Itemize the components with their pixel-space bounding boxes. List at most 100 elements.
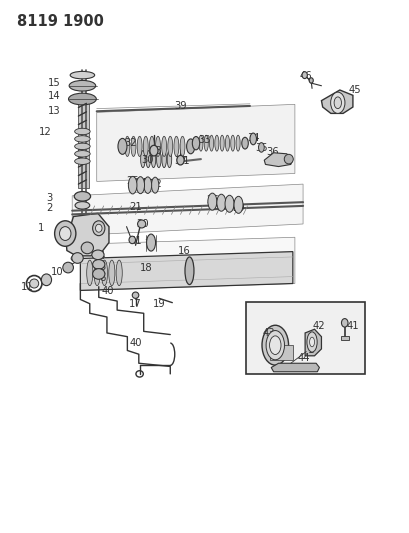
Ellipse shape bbox=[301, 71, 307, 78]
Polygon shape bbox=[321, 90, 352, 114]
Ellipse shape bbox=[92, 269, 105, 279]
Text: 29: 29 bbox=[231, 203, 244, 213]
Ellipse shape bbox=[74, 158, 90, 165]
Ellipse shape bbox=[186, 139, 194, 154]
Ellipse shape bbox=[176, 156, 184, 165]
Text: 28: 28 bbox=[223, 200, 236, 211]
Ellipse shape bbox=[151, 151, 155, 167]
Ellipse shape bbox=[41, 274, 52, 286]
Polygon shape bbox=[264, 153, 292, 166]
Ellipse shape bbox=[74, 128, 90, 135]
Ellipse shape bbox=[146, 151, 150, 167]
Ellipse shape bbox=[72, 253, 83, 263]
Polygon shape bbox=[66, 213, 109, 256]
Ellipse shape bbox=[207, 193, 216, 210]
Ellipse shape bbox=[29, 279, 38, 288]
Ellipse shape bbox=[155, 136, 160, 157]
Ellipse shape bbox=[94, 260, 100, 286]
Ellipse shape bbox=[118, 139, 127, 155]
Bar bbox=[245, 302, 364, 374]
Ellipse shape bbox=[309, 337, 314, 347]
Ellipse shape bbox=[209, 135, 213, 151]
Ellipse shape bbox=[198, 135, 202, 151]
Polygon shape bbox=[304, 329, 321, 356]
Ellipse shape bbox=[258, 143, 264, 152]
Ellipse shape bbox=[151, 177, 158, 193]
Text: 34: 34 bbox=[246, 133, 259, 143]
Ellipse shape bbox=[225, 135, 229, 151]
Text: 14: 14 bbox=[47, 91, 60, 101]
Text: 30: 30 bbox=[141, 155, 154, 165]
Text: 11: 11 bbox=[21, 282, 34, 292]
Text: 41: 41 bbox=[130, 236, 142, 246]
Text: 23: 23 bbox=[141, 179, 154, 189]
Ellipse shape bbox=[230, 135, 234, 151]
Ellipse shape bbox=[167, 136, 172, 157]
Ellipse shape bbox=[341, 319, 347, 327]
Bar bbox=[270, 345, 292, 360]
Text: 35: 35 bbox=[254, 143, 267, 154]
Ellipse shape bbox=[137, 220, 145, 228]
Text: 38: 38 bbox=[148, 146, 161, 156]
Text: 25: 25 bbox=[126, 176, 138, 187]
Text: 9: 9 bbox=[69, 256, 75, 266]
Ellipse shape bbox=[101, 260, 107, 286]
Text: 19: 19 bbox=[153, 298, 165, 309]
Ellipse shape bbox=[137, 136, 142, 157]
Text: 5: 5 bbox=[99, 262, 105, 271]
Text: 45: 45 bbox=[348, 85, 361, 95]
Ellipse shape bbox=[216, 194, 225, 211]
Text: 1: 1 bbox=[307, 345, 314, 356]
Ellipse shape bbox=[54, 221, 76, 246]
Ellipse shape bbox=[143, 136, 148, 157]
Text: 41: 41 bbox=[346, 321, 358, 331]
Ellipse shape bbox=[140, 151, 145, 167]
Text: 46: 46 bbox=[299, 71, 312, 81]
Text: 40: 40 bbox=[101, 286, 114, 296]
Ellipse shape bbox=[162, 151, 166, 167]
Ellipse shape bbox=[308, 78, 312, 83]
Text: 39: 39 bbox=[174, 101, 187, 111]
Text: 40: 40 bbox=[129, 338, 142, 348]
Text: 42: 42 bbox=[312, 321, 324, 331]
Ellipse shape bbox=[144, 177, 151, 193]
Polygon shape bbox=[80, 252, 292, 290]
Ellipse shape bbox=[136, 176, 144, 193]
Text: 43: 43 bbox=[261, 328, 274, 338]
Ellipse shape bbox=[128, 176, 137, 194]
Text: 21: 21 bbox=[129, 202, 142, 212]
Ellipse shape bbox=[149, 136, 154, 157]
Ellipse shape bbox=[116, 260, 122, 286]
Ellipse shape bbox=[156, 151, 161, 167]
Ellipse shape bbox=[265, 330, 284, 360]
Text: 33: 33 bbox=[198, 135, 210, 145]
Text: 4: 4 bbox=[99, 251, 105, 261]
Polygon shape bbox=[78, 102, 88, 188]
Text: 12: 12 bbox=[38, 127, 51, 137]
Ellipse shape bbox=[75, 201, 90, 209]
Text: 37: 37 bbox=[174, 156, 187, 166]
Text: 18: 18 bbox=[139, 263, 152, 272]
Ellipse shape bbox=[59, 227, 71, 240]
Text: 27: 27 bbox=[215, 199, 228, 209]
Polygon shape bbox=[270, 364, 319, 372]
Ellipse shape bbox=[86, 260, 92, 286]
Ellipse shape bbox=[161, 136, 166, 157]
Text: 10: 10 bbox=[51, 267, 63, 277]
Ellipse shape bbox=[92, 250, 104, 260]
Text: 15: 15 bbox=[47, 78, 60, 88]
Ellipse shape bbox=[68, 93, 96, 105]
Ellipse shape bbox=[92, 221, 105, 236]
Text: 24: 24 bbox=[134, 177, 146, 188]
Ellipse shape bbox=[129, 236, 135, 244]
Ellipse shape bbox=[74, 143, 90, 150]
Ellipse shape bbox=[249, 133, 256, 145]
Ellipse shape bbox=[69, 80, 95, 91]
Bar bbox=[340, 336, 348, 340]
Ellipse shape bbox=[225, 195, 234, 212]
Polygon shape bbox=[97, 104, 294, 181]
Ellipse shape bbox=[74, 136, 90, 142]
Text: 26: 26 bbox=[205, 195, 218, 205]
Ellipse shape bbox=[173, 136, 178, 157]
Ellipse shape bbox=[92, 260, 105, 269]
